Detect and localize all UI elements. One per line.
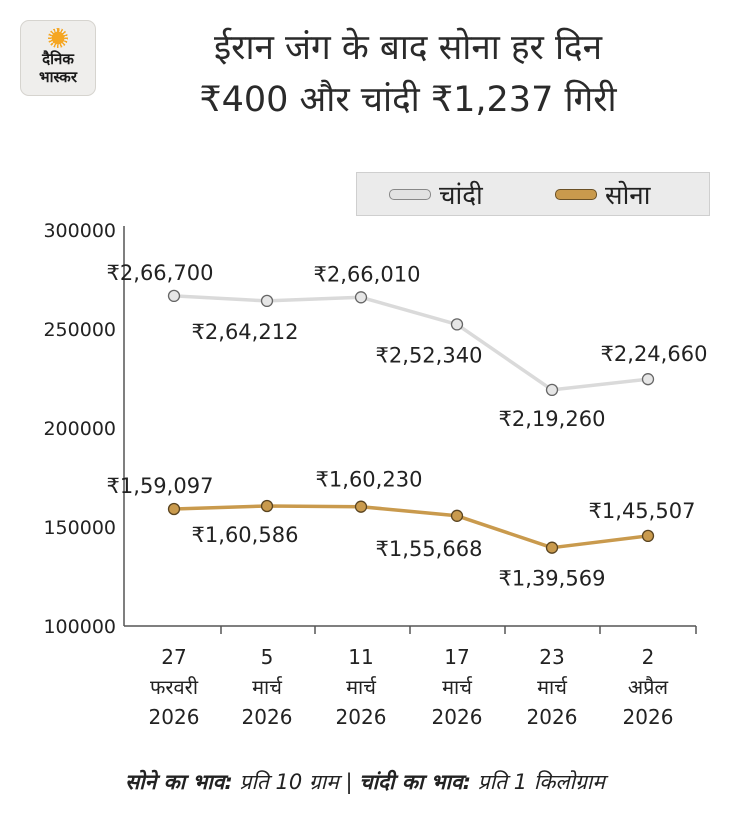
x-tick-label: 2026 bbox=[149, 705, 200, 729]
x-tick-label: 2026 bbox=[623, 705, 674, 729]
data-label-gold: ₹1,39,569 bbox=[499, 567, 606, 591]
footer-silver-unit: प्रति 1 किलोग्राम bbox=[477, 770, 605, 794]
data-point-silver bbox=[450, 318, 464, 331]
x-tick-label: 23 bbox=[539, 645, 564, 669]
data-point-silver bbox=[545, 383, 559, 397]
data-label-gold: ₹1,60,586 bbox=[192, 523, 299, 547]
title-line-2: ₹400 और चांदी ₹1,237 गिरी bbox=[199, 80, 617, 120]
y-tick-label: 150000 bbox=[43, 517, 116, 539]
x-tick-label: मार्च bbox=[252, 675, 283, 699]
brand-logo: दैनिक भास्कर bbox=[20, 20, 96, 96]
data-point-gold bbox=[260, 499, 274, 513]
x-tick-label: 5 bbox=[261, 645, 274, 669]
x-tick-label: अप्रैल bbox=[628, 675, 669, 699]
title-line-1: ईरान जंग के बाद सोना हर दिन bbox=[213, 28, 603, 68]
series-line-silver bbox=[173, 294, 649, 392]
x-tick-label: 11 bbox=[348, 645, 373, 669]
footer-gold-unit: प्रति 10 ग्राम | bbox=[239, 770, 353, 794]
brand-name-line2: भास्कर bbox=[39, 68, 77, 86]
data-point-gold bbox=[641, 529, 655, 543]
data-label-silver: ₹2,64,212 bbox=[192, 320, 299, 344]
data-point-gold bbox=[450, 509, 464, 522]
x-tick-label: 2026 bbox=[432, 705, 483, 729]
footer-silver-label: चांदी का भाव: bbox=[359, 770, 472, 794]
data-point-gold bbox=[545, 541, 559, 554]
legend-item-gold: सोना bbox=[555, 173, 650, 215]
x-tick-label: फरवरी bbox=[150, 675, 199, 699]
x-tick-label: 2026 bbox=[242, 705, 293, 729]
legend-swatch-silver bbox=[389, 188, 431, 200]
x-tick-label: 17 bbox=[444, 645, 469, 669]
data-point-silver bbox=[167, 289, 181, 303]
footer-note: सोने का भाव: प्रति 10 ग्राम | चांदी का भ… bbox=[0, 768, 730, 796]
data-point-silver bbox=[354, 291, 368, 304]
x-tick-label: मार्च bbox=[442, 675, 473, 699]
x-tick-label: मार्च bbox=[346, 675, 377, 699]
data-label-gold: ₹1,60,230 bbox=[316, 468, 423, 492]
data-label-gold: ₹1,55,668 bbox=[376, 537, 483, 561]
legend-label-silver: चांदी bbox=[439, 181, 483, 211]
chart-legend: चांदी सोना bbox=[356, 172, 710, 216]
data-label-silver: ₹2,19,260 bbox=[499, 407, 606, 431]
y-tick-label: 250000 bbox=[43, 319, 116, 341]
x-tick-label: 2026 bbox=[336, 705, 387, 729]
x-tick-label: 2026 bbox=[527, 705, 578, 729]
data-label-silver: ₹2,66,010 bbox=[314, 262, 421, 286]
legend-item-silver: चांदी bbox=[389, 173, 483, 215]
sun-icon bbox=[48, 28, 68, 48]
data-point-silver bbox=[641, 373, 655, 386]
data-label-silver: ₹2,52,340 bbox=[376, 343, 483, 367]
x-tick-label: 2 bbox=[642, 645, 655, 669]
y-tick-label: 300000 bbox=[43, 220, 116, 242]
data-label-silver: ₹2,24,660 bbox=[601, 342, 708, 366]
data-label-gold: ₹1,59,097 bbox=[107, 474, 214, 498]
data-label-gold: ₹1,45,507 bbox=[589, 499, 696, 523]
legend-swatch-gold bbox=[555, 188, 597, 200]
x-tick-label: 27 bbox=[161, 645, 186, 669]
footer-gold-label: सोने का भाव: bbox=[125, 770, 233, 794]
y-tick-label: 100000 bbox=[43, 616, 116, 638]
data-point-silver bbox=[260, 294, 274, 308]
series-line-gold bbox=[173, 504, 649, 550]
chart-title: ईरान जंग के बाद सोना हर दिन ₹400 और चांद… bbox=[108, 22, 708, 126]
y-tick-label: 200000 bbox=[43, 418, 116, 440]
x-tick-label: मार्च bbox=[537, 675, 568, 699]
data-label-silver: ₹2,66,700 bbox=[107, 261, 214, 285]
data-point-gold bbox=[167, 502, 181, 516]
brand-name-line1: दैनिक bbox=[42, 50, 74, 68]
legend-label-gold: सोना bbox=[605, 181, 651, 211]
data-point-gold bbox=[354, 500, 368, 513]
